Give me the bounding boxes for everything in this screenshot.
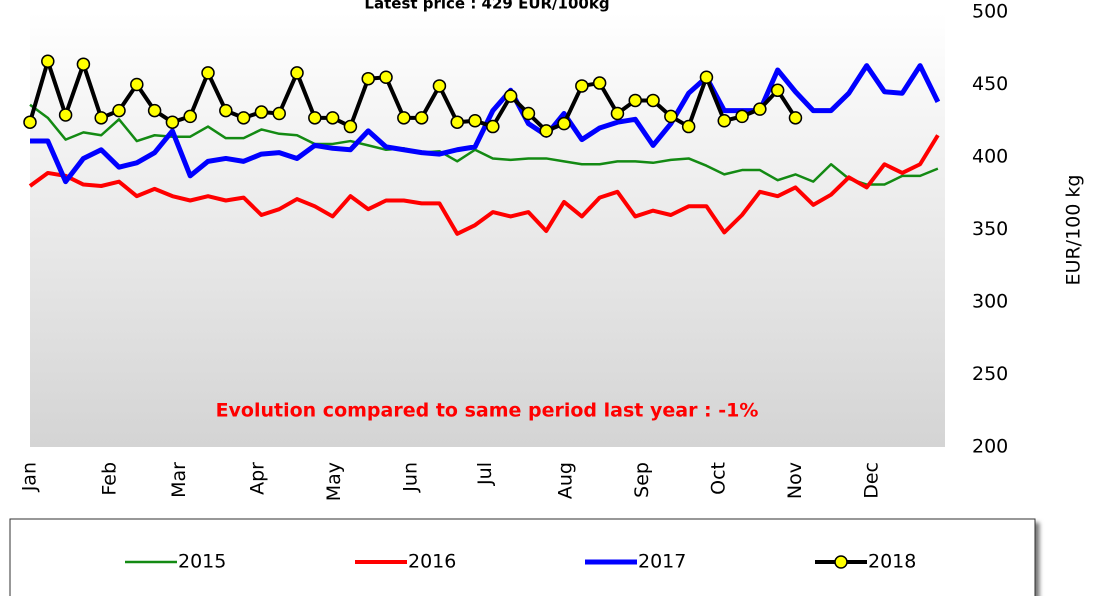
x-tick-label: Jan	[19, 462, 41, 492]
series-marker	[201, 66, 215, 80]
series-line	[29, 103, 939, 186]
series-marker	[272, 106, 286, 121]
series-marker	[646, 93, 660, 108]
series-marker	[664, 109, 678, 124]
series-marker	[219, 103, 233, 118]
x-tick-label: Aug	[554, 462, 576, 499]
legend-label: 2016	[408, 551, 456, 573]
series-marker	[592, 76, 607, 90]
y-tick-label: 300	[972, 291, 1008, 313]
series-marker	[94, 111, 108, 125]
series-marker	[699, 70, 714, 84]
x-tick-label: Jun	[399, 462, 421, 493]
y-tick-label: 450	[972, 73, 1008, 95]
series-marker	[379, 70, 393, 84]
series-marker	[717, 114, 732, 128]
annotation: Evolution compared to same period last y…	[216, 400, 759, 422]
series-marker	[468, 114, 482, 128]
series-marker	[753, 102, 767, 116]
series-line	[28, 134, 940, 236]
series-marker	[628, 93, 643, 108]
chart-title: Latest price : 429 EUR/100kg	[364, 0, 609, 13]
series-line	[30, 63, 941, 185]
series-marker	[557, 116, 571, 131]
x-tick-label: Feb	[99, 462, 121, 496]
series-marker	[23, 115, 37, 129]
x-tick-label: May	[323, 462, 345, 501]
series-marker	[432, 79, 447, 93]
series-marker	[236, 111, 251, 125]
series-marker	[343, 119, 358, 134]
y-tick-label: 250	[972, 363, 1008, 385]
x-tick-label: Sep	[631, 462, 653, 498]
y-tick-label: 350	[972, 218, 1008, 240]
series-marker	[41, 54, 55, 69]
y-tick-label: 400	[972, 146, 1008, 168]
series-marker	[308, 111, 322, 125]
series-marker	[290, 66, 304, 80]
x-tick-label: Jul	[474, 462, 496, 486]
plot-area	[30, 12, 945, 447]
series-marker	[539, 124, 553, 138]
x-tick-label: Mar	[168, 462, 190, 498]
legend-label: 2018	[868, 551, 916, 573]
series-marker	[788, 111, 803, 125]
series-marker	[254, 105, 269, 119]
series-marker	[397, 111, 411, 125]
series-marker	[414, 111, 429, 125]
series-marker	[503, 89, 518, 103]
series-marker	[130, 77, 144, 92]
series-marker	[183, 109, 197, 124]
series-marker	[76, 57, 91, 71]
series-marker	[58, 108, 73, 122]
x-tick-label: Dec	[861, 462, 883, 499]
legend-label: 2015	[178, 551, 226, 573]
legend-box	[9, 518, 1036, 596]
x-tick-label: Apr	[246, 462, 268, 495]
series-marker	[450, 115, 464, 129]
legend-label: 2017	[638, 551, 686, 573]
series-marker	[486, 119, 500, 134]
series-marker	[575, 79, 589, 93]
legend-marker	[834, 555, 848, 569]
x-tick-label: Nov	[784, 462, 806, 499]
series-marker	[147, 103, 162, 118]
series-marker	[735, 109, 749, 124]
series-marker	[361, 71, 375, 86]
series-marker	[165, 115, 180, 129]
series-marker	[770, 83, 785, 98]
series-marker	[112, 103, 126, 118]
series-marker	[521, 106, 536, 121]
series-marker	[610, 106, 625, 121]
series-marker	[325, 111, 340, 125]
series-marker	[681, 119, 696, 134]
y-tick-label: 500	[972, 1, 1008, 23]
y-tick-label: 200	[972, 436, 1008, 458]
y-axis-label: EUR/100 kg	[1063, 175, 1085, 286]
x-tick-label: Oct	[707, 462, 729, 495]
